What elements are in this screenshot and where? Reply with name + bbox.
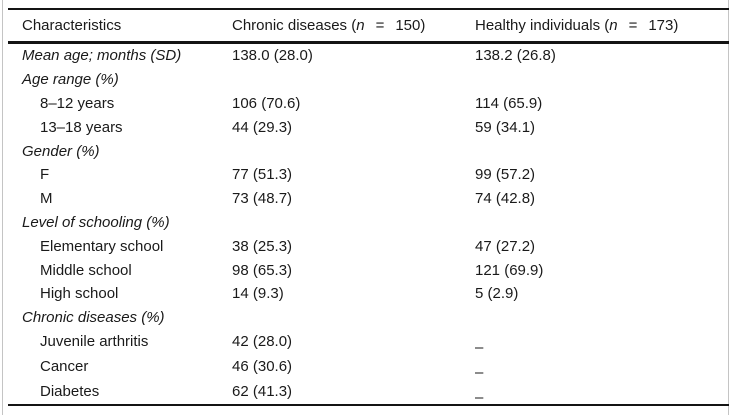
header-healthy-n-value: 173): [648, 17, 679, 34]
healthy-value-missing-dash: –: [475, 339, 484, 357]
healthy-value: 47 (27.2): [475, 237, 536, 255]
row-label: M: [40, 190, 53, 208]
healthy-value: [475, 139, 729, 163]
chronic-value: 44 (29.3): [232, 118, 293, 136]
row-label: Cancer: [40, 358, 89, 376]
row-label: Diabetes: [40, 383, 100, 401]
row-label: Age range (%): [22, 71, 119, 89]
chronic-value: [232, 306, 475, 330]
row-label: F: [40, 166, 50, 184]
table-row: Middle school 98 (65.3) 121 (69.9): [8, 258, 729, 282]
row-label: Middle school: [40, 261, 132, 279]
chronic-value: 106 (70.6): [232, 94, 301, 112]
chronic-value: [232, 139, 475, 163]
header-healthy-equals: =: [628, 17, 638, 34]
chronic-value: 62 (41.3): [232, 383, 293, 401]
header-chronic-equals: =: [375, 17, 385, 34]
healthy-value: [475, 306, 729, 330]
header-chronic-prefix: Chronic diseases (: [232, 17, 357, 34]
header-healthy-n-symbol: n: [609, 17, 618, 34]
table-row: Mean age; months (SD) 138.0 (28.0) 138.2…: [8, 43, 729, 68]
healthy-value: 121 (69.9): [475, 261, 544, 279]
table-row: Juvenile arthritis 42 (28.0) –: [8, 330, 729, 355]
row-label: Level of schooling (%): [22, 213, 170, 231]
table-row: M 73 (48.7) 74 (42.8): [8, 187, 729, 211]
chronic-value: 138.0 (28.0): [232, 47, 313, 65]
chronic-value: [232, 68, 475, 92]
row-label: Chronic diseases (%): [22, 309, 165, 327]
chronic-value: [232, 211, 475, 235]
row-label: Elementary school: [40, 237, 164, 255]
row-label: Gender (%): [22, 142, 100, 160]
header-healthy-individuals: Healthy individuals (n = 173): [475, 9, 729, 44]
header-healthy-prefix: Healthy individuals (: [475, 17, 610, 34]
chronic-value: 98 (65.3): [232, 261, 293, 279]
chronic-value: 42 (28.0): [232, 333, 293, 351]
chronic-value: 38 (25.3): [232, 237, 293, 255]
row-label: Mean age; months (SD): [22, 47, 182, 65]
row-label: 8–12 years: [40, 94, 115, 112]
row-label: High school: [40, 285, 119, 303]
table-row: Cancer 46 (30.6) –: [8, 354, 729, 382]
chronic-value: 14 (9.3): [232, 285, 284, 303]
healthy-value: 59 (34.1): [475, 118, 536, 136]
header-row: Characteristics Chronic diseases (n = 150)…: [8, 9, 729, 44]
chronic-value: 73 (48.7): [232, 190, 293, 208]
table-row: Elementary school 38 (25.3) 47 (27.2): [8, 234, 729, 258]
table-row: Age range (%): [8, 68, 729, 92]
healthy-value: 138.2 (26.8): [475, 47, 556, 65]
header-chronic-diseases: Chronic diseases (n = 150): [232, 9, 475, 44]
header-characteristics: Characteristics: [8, 9, 232, 44]
row-label: 13–18 years: [40, 118, 123, 136]
healthy-value: 99 (57.2): [475, 166, 536, 184]
table-row: Gender (%): [8, 139, 729, 163]
chronic-value: 46 (30.6): [232, 358, 293, 376]
header-chronic-n-symbol: n: [356, 17, 365, 34]
table-row: Level of schooling (%): [8, 211, 729, 235]
table-row: 13–18 years 44 (29.3) 59 (34.1): [8, 115, 729, 139]
header-characteristics-label: Characteristics: [22, 17, 122, 34]
characteristics-table: Characteristics Chronic diseases (n = 150)…: [8, 8, 729, 406]
table-row: 8–12 years 106 (70.6) 114 (65.9): [8, 92, 729, 116]
healthy-value: 74 (42.8): [475, 190, 536, 208]
healthy-value: [475, 211, 729, 235]
healthy-value: [475, 68, 729, 92]
table-body: Mean age; months (SD) 138.0 (28.0) 138.2…: [8, 43, 729, 405]
row-label: Juvenile arthritis: [40, 333, 149, 351]
table-row: F 77 (51.3) 99 (57.2): [8, 163, 729, 187]
table-row: Chronic diseases (%): [8, 306, 729, 330]
healthy-value-missing-dash: –: [475, 364, 484, 382]
healthy-value: 5 (2.9): [475, 285, 519, 303]
table-header: Characteristics Chronic diseases (n = 150)…: [8, 9, 729, 44]
healthy-value-missing-dash: –: [475, 388, 484, 406]
chronic-value: 77 (51.3): [232, 166, 293, 184]
table-row: Diabetes 62 (41.3) –: [8, 379, 729, 405]
header-chronic-n-value: 150): [395, 17, 426, 34]
table-row: High school 14 (9.3) 5 (2.9): [8, 282, 729, 306]
healthy-value: 114 (65.9): [475, 94, 543, 112]
